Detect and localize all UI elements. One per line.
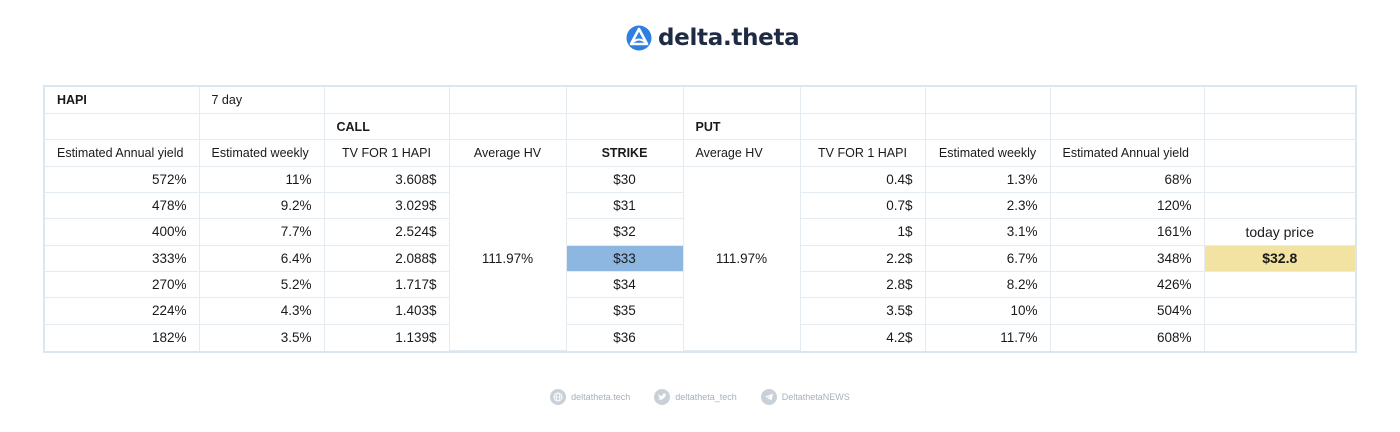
call-label: CALL (323, 112, 450, 141)
footer-twitter-text: deltatheta_tech (675, 392, 737, 402)
put-annual-yield: 426% (1049, 270, 1205, 299)
empty-cell (1203, 191, 1355, 220)
call-weekly-yield: 3.5% (198, 323, 325, 351)
put-tv: 0.7$ (799, 191, 926, 220)
header-call-annual: Estimated Annual yield (45, 139, 200, 167)
put-annual-yield: 120% (1049, 191, 1205, 220)
put-annual-yield: 68% (1049, 165, 1205, 193)
header-put-annual: Estimated Annual yield (1049, 139, 1205, 167)
table-row: 182% 3.5% 1.139$ $36 4.2$ 11.7% 608% (45, 323, 1355, 351)
call-annual-yield: 224% (45, 297, 200, 325)
table-header-row: Estimated Annual yield Estimated weekly … (45, 139, 1355, 167)
footer-website[interactable]: deltatheta.tech (550, 389, 630, 405)
strike-cell: $36 (565, 323, 684, 351)
header-put-weekly: Estimated weekly (924, 139, 1051, 167)
call-weekly-yield: 7.7% (198, 218, 325, 246)
call-annual-yield: 400% (45, 218, 200, 246)
call-weekly-yield: 6.4% (198, 244, 325, 272)
table-row: 572% 11% 3.608$ 111.97% $30 111.97% 0.4$ 1.3% 68… (45, 165, 1355, 352)
options-yield-table: HAPI 7 day CALL PUT Estimated Annual yie… (45, 87, 1355, 352)
call-average-hv: 111.97% (448, 165, 567, 352)
header-call-hv: Average HV (448, 139, 567, 167)
call-annual-yield: 333% (45, 244, 200, 272)
header-strike: STRIKE (565, 139, 684, 167)
table-row: 224% 4.3% 1.403$ $35 3.5$ 10% 504% (45, 297, 1355, 325)
call-annual-yield: 478% (45, 191, 200, 220)
strike-cell-highlighted: $33 (565, 244, 684, 272)
call-tv: 3.029$ (323, 191, 450, 220)
call-annual-yield: 182% (45, 323, 200, 351)
options-table-container: HAPI 7 day CALL PUT Estimated Annual yie… (43, 85, 1357, 353)
call-tv: 1.403$ (323, 297, 450, 325)
put-weekly-yield: 1.3% (924, 165, 1051, 193)
delta-theta-logo-icon (626, 25, 652, 51)
put-weekly-yield: 3.1% (924, 218, 1051, 246)
put-tv: 3.5$ (799, 297, 926, 325)
put-average-hv: 111.97% (682, 165, 801, 352)
telegram-icon (760, 389, 777, 405)
today-price-value: $32.8 (1203, 244, 1355, 272)
strike-cell: $32 (565, 218, 684, 246)
put-tv: 0.4$ (799, 165, 926, 193)
footer-twitter[interactable]: deltatheta_tech (654, 389, 737, 405)
empty-cell (1203, 323, 1355, 351)
strike-cell: $31 (565, 191, 684, 220)
header-put-hv: Average HV (682, 139, 801, 167)
period-label: 7 day (198, 87, 325, 114)
put-weekly-yield: 11.7% (924, 323, 1051, 351)
call-annual-yield: 270% (45, 270, 200, 299)
table-row: 270% 5.2% 1.717$ $34 2.8$ 8.2% 426% (45, 270, 1355, 299)
call-tv: 1.717$ (323, 270, 450, 299)
table-row-asset: HAPI 7 day (45, 87, 1355, 114)
header-call-weekly: Estimated weekly (198, 139, 325, 167)
twitter-icon (654, 389, 671, 405)
table-row: 400% 7.7% 2.524$ $32 1$ 3.1% 161% today price (45, 218, 1355, 246)
put-tv: 2.8$ (799, 270, 926, 299)
call-tv: 1.139$ (323, 323, 450, 351)
strike-cell: $34 (565, 270, 684, 299)
table-row-side-labels: CALL PUT (45, 112, 1355, 141)
put-tv: 4.2$ (799, 323, 926, 351)
footer-website-text: deltatheta.tech (571, 392, 631, 402)
put-tv: 1$ (799, 218, 926, 246)
footer: deltatheta.tech deltatheta_tech Deltathe… (0, 389, 1400, 405)
header-put-tv: TV FOR 1 HAPI (799, 139, 926, 167)
table-row: 478% 9.2% 3.029$ $31 0.7$ 2.3% 120% (45, 191, 1355, 220)
call-tv: 2.088$ (323, 244, 450, 272)
put-annual-yield: 348% (1049, 244, 1205, 272)
table-body: HAPI 7 day CALL PUT Estimated Annual yie… (45, 87, 1355, 352)
call-weekly-yield: 11% (198, 165, 325, 193)
empty-cell (1203, 270, 1355, 299)
put-label: PUT (682, 112, 801, 141)
footer-telegram-text: DeltathetaNEWS (781, 392, 850, 402)
put-weekly-yield: 10% (924, 297, 1051, 325)
today-price-label: today price (1203, 218, 1355, 246)
brand-name: delta.theta (658, 25, 800, 51)
put-annual-yield: 504% (1049, 297, 1205, 325)
call-tv: 2.524$ (323, 218, 450, 246)
put-annual-yield: 161% (1049, 218, 1205, 246)
call-weekly-yield: 5.2% (198, 270, 325, 299)
empty-cell (1203, 297, 1355, 325)
put-annual-yield: 608% (1049, 323, 1205, 351)
put-weekly-yield: 2.3% (924, 191, 1051, 220)
call-annual-yield: 572% (45, 165, 200, 193)
call-weekly-yield: 9.2% (198, 191, 325, 220)
strike-cell: $35 (565, 297, 684, 325)
call-weekly-yield: 4.3% (198, 297, 325, 325)
call-tv: 3.608$ (323, 165, 450, 193)
header-call-tv: TV FOR 1 HAPI (323, 139, 450, 167)
table-row: 333% 6.4% 2.088$ $33 2.2$ 6.7% 348% $32.8 (45, 244, 1355, 272)
brand-logo: delta.theta (626, 22, 800, 54)
empty-cell (1203, 165, 1355, 193)
put-weekly-yield: 6.7% (924, 244, 1051, 272)
footer-telegram[interactable]: DeltathetaNEWS (760, 389, 850, 405)
strike-cell: $30 (565, 165, 684, 193)
put-tv: 2.2$ (799, 244, 926, 272)
put-weekly-yield: 8.2% (924, 270, 1051, 299)
globe-icon (550, 389, 567, 405)
asset-name: HAPI (45, 87, 200, 114)
